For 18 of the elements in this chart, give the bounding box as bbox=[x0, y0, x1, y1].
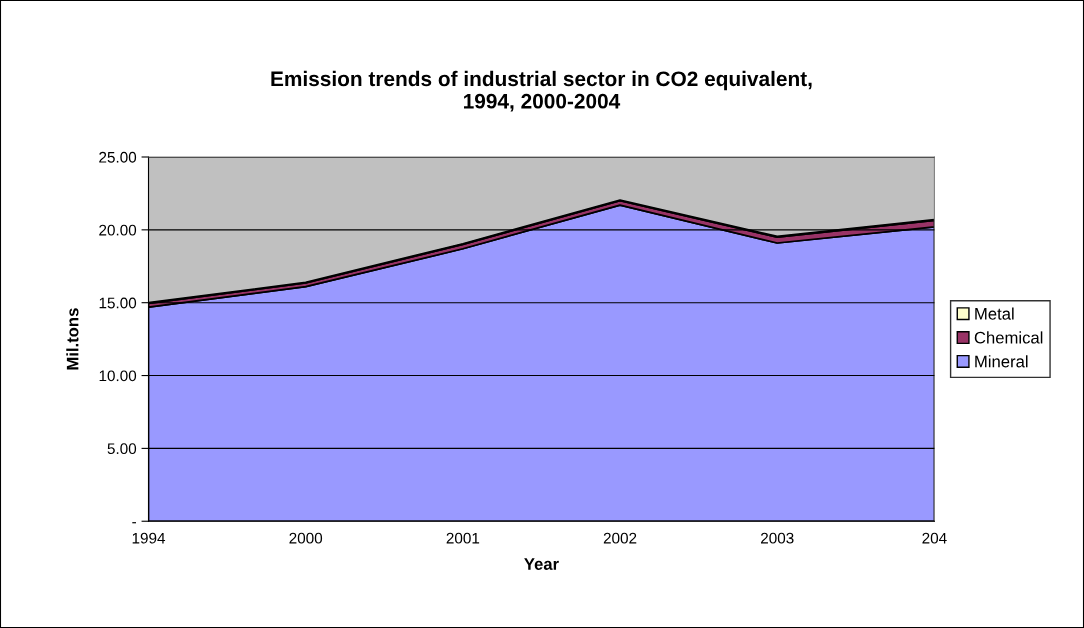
x-tick-label: 204 bbox=[922, 532, 947, 544]
y-tick-label: 15.00 bbox=[99, 297, 137, 309]
x-tick-label: 2003 bbox=[761, 532, 794, 544]
legend-label: Chemical bbox=[974, 331, 1043, 344]
x-axis-title: Year bbox=[524, 558, 559, 570]
y-tick-label: - bbox=[132, 522, 137, 524]
x-tick-label: 2000 bbox=[289, 532, 323, 544]
x-tick-label: 1994 bbox=[132, 532, 166, 544]
y-tick-label: 25.00 bbox=[99, 151, 137, 163]
legend-label: Metal bbox=[975, 307, 1014, 320]
y-axis-title: Mil.tons bbox=[66, 308, 79, 370]
y-tick-label: 20.00 bbox=[99, 224, 137, 236]
chart-title: Emission trends of industrial sector in CO2 equivalent, 1994, 2000-2004 bbox=[271, 70, 812, 112]
x-tick-label: 2001 bbox=[446, 532, 480, 544]
legend-label: Mineral bbox=[975, 355, 1028, 368]
y-tick-label: 5.00 bbox=[107, 443, 137, 455]
x-tick-label: 2002 bbox=[603, 532, 637, 544]
y-tick-label: 10.00 bbox=[99, 370, 137, 382]
